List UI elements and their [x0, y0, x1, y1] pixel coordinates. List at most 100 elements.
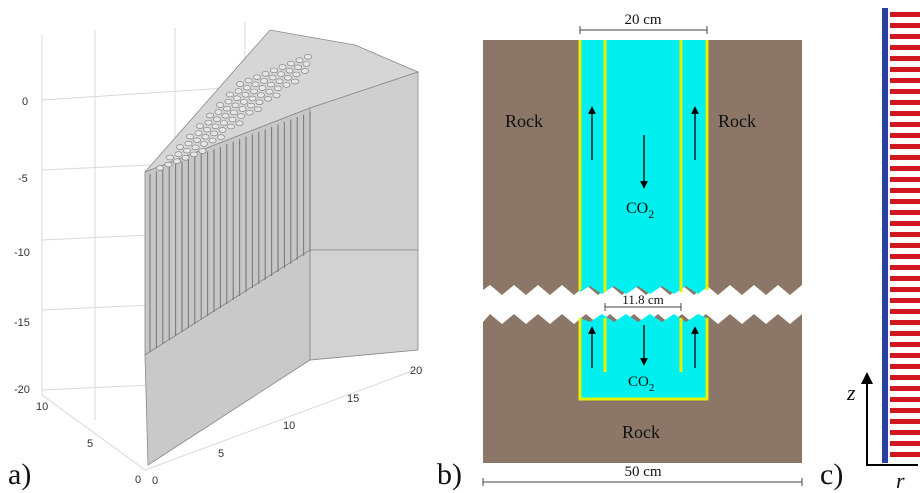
- tube-opening: [287, 60, 295, 67]
- stripe: [890, 265, 920, 270]
- tube-opening: [304, 54, 312, 60]
- stripe: [890, 210, 920, 215]
- dim-inner-width: 11.8 cm: [622, 292, 663, 307]
- tube-opening: [191, 144, 200, 151]
- stripe: [890, 144, 920, 149]
- tube-opening: [230, 109, 238, 116]
- tube-opening: [173, 158, 181, 164]
- tube-opening: [267, 81, 275, 88]
- tube-opening: [255, 99, 264, 105]
- tube-opening: [245, 109, 254, 116]
- tube-opening: [164, 161, 173, 168]
- tube-opening: [238, 106, 247, 112]
- tube-opening: [270, 67, 278, 74]
- stripe: [890, 342, 920, 347]
- tube-opening: [204, 119, 213, 126]
- tube-opening: [277, 71, 285, 77]
- dim-bottom-width: 50 cm: [624, 464, 661, 480]
- tube-opening: [243, 84, 251, 91]
- tube-opening: [223, 105, 231, 112]
- flow-arrows: [588, 106, 699, 368]
- stripe: [890, 243, 920, 248]
- y-tick-2: 0: [135, 474, 141, 486]
- tube-opening: [240, 99, 248, 105]
- stripe: [890, 155, 920, 160]
- tube-opening: [284, 75, 292, 81]
- stripe: [890, 78, 920, 83]
- stripe: [890, 353, 920, 358]
- stripe-array: [890, 12, 920, 457]
- tube-opening: [294, 64, 302, 71]
- stripe: [890, 34, 920, 39]
- tube-opening: [247, 102, 255, 109]
- tube-opening: [257, 92, 265, 98]
- stripe: [890, 166, 920, 171]
- tube-opening: [198, 148, 207, 154]
- stripe: [890, 188, 920, 193]
- axis-r-label: r: [896, 468, 905, 493]
- stripe: [890, 23, 920, 28]
- tube-opening: [272, 92, 281, 99]
- panel-b-label: b): [437, 458, 462, 491]
- stripe: [890, 111, 920, 116]
- fluid-label-top: CO2: [626, 200, 654, 221]
- tube-opening: [176, 144, 184, 150]
- tube-opening: [190, 151, 198, 158]
- panel-a-label: a): [8, 458, 31, 491]
- tube-opening: [235, 120, 244, 126]
- x-tick-2: 10: [283, 420, 295, 432]
- tube-opening: [194, 130, 203, 136]
- stripe: [890, 386, 920, 391]
- stripe: [890, 375, 920, 380]
- tube-opening: [234, 88, 243, 94]
- stripe: [890, 276, 920, 281]
- y-tick-1: 5: [87, 438, 93, 450]
- stripe: [890, 199, 920, 204]
- tube-opening: [228, 116, 237, 123]
- tube-opening: [274, 85, 282, 92]
- x-tick-3: 15: [347, 393, 359, 405]
- panel-c-label: c): [820, 458, 843, 491]
- y-tick-0: 10: [36, 401, 48, 413]
- stripe: [890, 298, 920, 303]
- x-tick-0: 0: [152, 475, 158, 487]
- tube-opening: [211, 123, 220, 130]
- tube-opening: [237, 113, 245, 119]
- tube-opening: [217, 134, 225, 140]
- stripe: [890, 397, 920, 402]
- tube-opening: [282, 82, 291, 88]
- x-tick-1: 5: [218, 448, 224, 460]
- tube-opening: [201, 134, 210, 140]
- tube-opening: [196, 123, 204, 129]
- tube-opening: [214, 109, 223, 115]
- stripe: [890, 452, 920, 457]
- tube-opening: [258, 85, 267, 91]
- tube-opening: [218, 127, 227, 133]
- tube-opening: [268, 74, 277, 81]
- tube-opening: [227, 123, 235, 130]
- tube-opening: [200, 141, 208, 147]
- tube-opening: [203, 126, 211, 133]
- panel-b: 20 cm 11.8 cm 50 cm Rock Rock Rock CO2 C…: [437, 12, 803, 491]
- tube-opening: [261, 71, 270, 77]
- pipe-walls: [578, 40, 709, 401]
- tube-opening: [224, 98, 233, 105]
- stripe: [890, 67, 920, 72]
- stripe: [890, 177, 920, 182]
- tube-opening: [208, 137, 217, 144]
- tube-opening: [174, 151, 183, 157]
- stripe: [890, 419, 920, 424]
- tube-opening: [206, 112, 214, 119]
- tube-opening: [301, 68, 309, 74]
- tube-opening: [295, 57, 304, 63]
- tube-opening: [226, 91, 234, 98]
- tube-opening: [244, 77, 253, 84]
- stripe: [890, 331, 920, 336]
- tube-opening: [251, 81, 260, 88]
- rock-label-left: Rock: [505, 111, 543, 131]
- tube-opening: [166, 154, 174, 161]
- stripe: [890, 133, 920, 138]
- tube-opening: [278, 64, 287, 70]
- stripe: [890, 364, 920, 369]
